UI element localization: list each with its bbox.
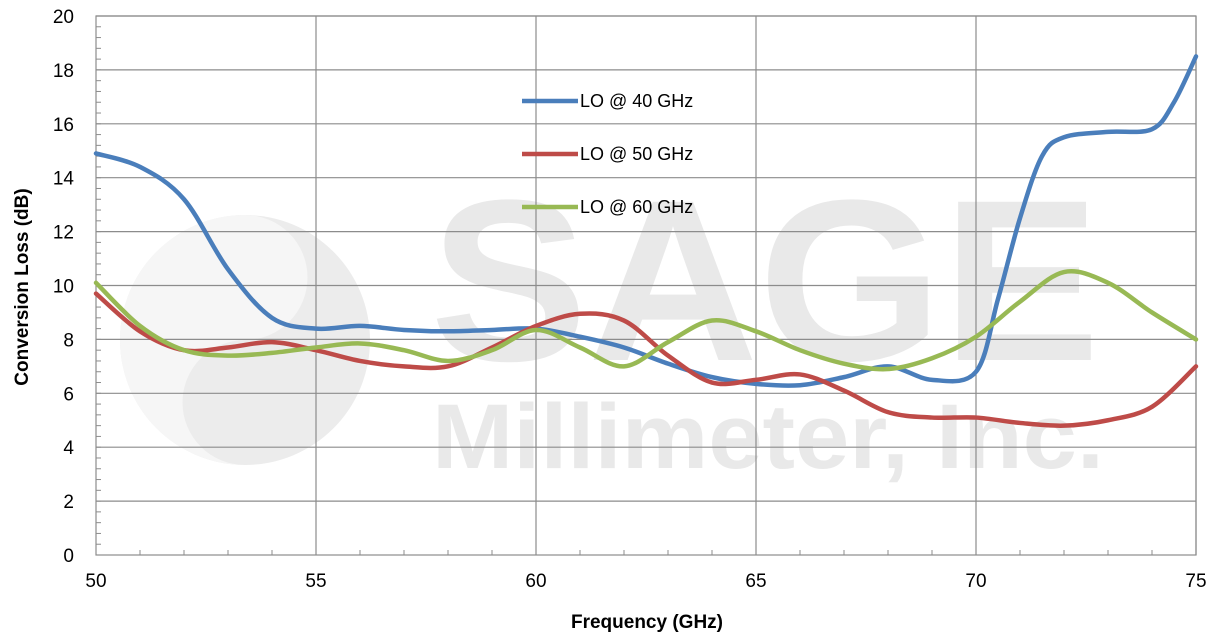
series-line-1	[93, 54, 1199, 388]
y-tick-label: 2	[63, 492, 74, 513]
series-line-2	[93, 291, 1199, 428]
legend-label-2: LO @ 50 GHz	[580, 144, 693, 164]
x-tick-label: 60	[525, 571, 546, 592]
watermark-logo: SAGE Millimeter, Inc.	[120, 152, 1104, 488]
y-tick-label: 8	[63, 330, 74, 351]
y-axis-title: Conversion Loss (dB)	[12, 188, 33, 385]
y-tick-label: 18	[53, 61, 74, 82]
y-tick-label: 16	[53, 115, 74, 136]
watermark-title: SAGE	[430, 152, 1100, 409]
legend-label-3: LO @ 60 GHz	[580, 197, 693, 217]
series-lines	[93, 54, 1199, 428]
legend: LO @ 40 GHz LO @ 50 GHz LO @ 60 GHz	[522, 91, 693, 217]
x-tick-label: 70	[965, 571, 986, 592]
x-tick-label: 55	[305, 571, 326, 592]
y-tick-label: 4	[63, 438, 74, 459]
y-tick-label: 14	[53, 169, 75, 190]
y-tick-label: 20	[53, 7, 74, 28]
watermark-subtitle: Millimeter, Inc.	[432, 386, 1104, 488]
x-axis: 50 55 60 65 70 75	[85, 571, 1206, 592]
y-tick-label: 10	[53, 277, 74, 298]
series-line-3	[93, 269, 1199, 372]
y-tick-label: 0	[63, 546, 74, 567]
y-tick-label: 6	[63, 384, 74, 405]
x-tick-label: 75	[1185, 571, 1206, 592]
x-axis-title: Frequency (GHz)	[571, 612, 723, 633]
y-axis: 0 2 4 6 8 10 12 14 16 18 20	[53, 7, 75, 567]
x-tick-label: 50	[85, 571, 106, 592]
x-tick-label: 65	[745, 571, 766, 592]
y-tick-label: 12	[53, 223, 74, 244]
legend-label-1: LO @ 40 GHz	[580, 91, 693, 111]
